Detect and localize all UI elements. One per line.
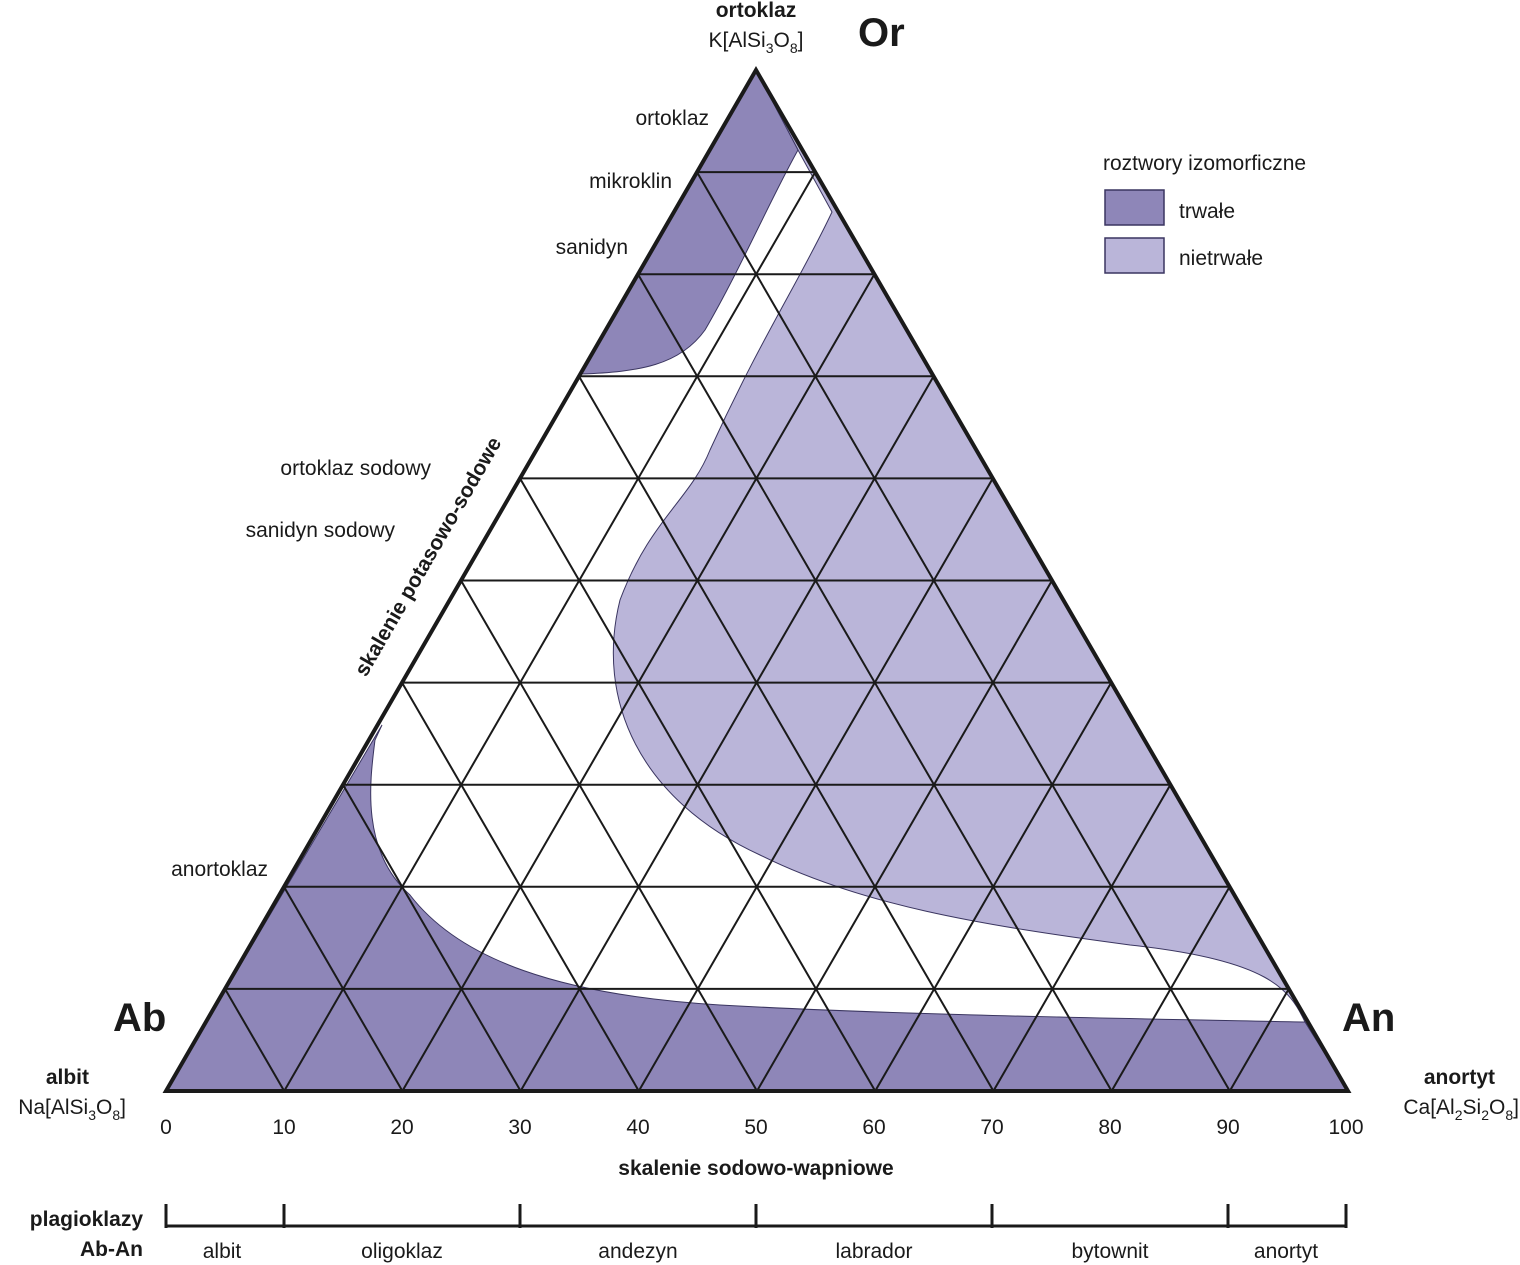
anorthite-corner-name: anortyt [1424, 1066, 1495, 1089]
grid-line-an [874, 682, 1113, 1092]
plagioclase-segment-labrador: labrador [835, 1240, 912, 1263]
tick-label: 70 [980, 1116, 1003, 1139]
composition-grid [224, 171, 1290, 1092]
plagioclase-title: plagioklazy [30, 1208, 144, 1231]
plagioclase-segment-andezyn: andezyn [598, 1240, 677, 1263]
grid-line-ab [401, 682, 640, 1092]
grid-line-an [1110, 886, 1231, 1092]
grid-line-an [283, 171, 817, 1092]
or-corner-label: Or [858, 11, 905, 55]
tick-label: 80 [1098, 1116, 1121, 1139]
label-ortoklaz-sodowy: ortoklaz sodowy [280, 457, 431, 480]
grid-line-ab [578, 375, 995, 1092]
an-corner-label: An [1342, 996, 1395, 1040]
label-mikroklin: mikroklin [589, 170, 672, 193]
tick-label: 40 [626, 1116, 649, 1139]
albite-formula: Na[AlSi3O8] [18, 1096, 126, 1123]
legend-title: roztwory izomorficzne [1103, 152, 1306, 175]
legend: roztwory izomorficzne trwałe nietrwałe [1103, 152, 1306, 274]
stable-solution-field-upper [579, 68, 799, 375]
triangle-outline [162, 66, 1352, 1093]
grid-line-ab [342, 784, 522, 1092]
tick-label: 100 [1328, 1116, 1363, 1139]
grid-line-an [519, 375, 935, 1092]
anorthite-formula: Ca[Al2Si2O8] [1403, 1096, 1519, 1123]
legend-label-stable: trwałe [1179, 200, 1235, 223]
label-ortoklaz: ortoklaz [635, 107, 709, 130]
stable-solution-field [165, 724, 1349, 1092]
legend-label-unstable: nietrwałe [1179, 247, 1263, 270]
grid-line-ab [283, 886, 404, 1092]
plagioclase-segment-oligoklaz: oligoklaz [361, 1240, 443, 1263]
plagioclase-scale-bar [164, 1204, 1348, 1228]
tick-label: 0 [160, 1116, 172, 1139]
composition-axis: 0 10 20 30 40 50 60 70 80 90 100 [160, 1116, 1363, 1139]
label-anortoklaz: anortoklaz [171, 858, 268, 881]
grid-line-ab [696, 171, 1231, 1092]
tick-label: 10 [272, 1116, 295, 1139]
tick-label: 50 [744, 1116, 767, 1139]
plagioclase-segment-albit: albit [203, 1240, 242, 1263]
label-sanidyn-sodowy: sanidyn sodowy [246, 519, 396, 542]
orthoclase-corner-name: ortoklaz [716, 0, 797, 22]
grid-line-an [1228, 988, 1290, 1092]
plagioclase-scale: plagioklazy Ab-An albit oligoklaz andezy… [30, 1204, 1348, 1263]
legend-swatch-stable [1104, 189, 1165, 226]
tick-label: 30 [508, 1116, 531, 1139]
tick-label: 90 [1216, 1116, 1239, 1139]
plagioclase-segment-bytownit: bytownit [1071, 1240, 1148, 1263]
grid-line-an [992, 784, 1172, 1092]
tick-label: 20 [390, 1116, 413, 1139]
ab-corner-label: Ab [113, 996, 166, 1040]
orthoclase-formula: K[AlSi3O8] [709, 29, 804, 56]
tick-label: 60 [862, 1116, 885, 1139]
plagioclase-subtitle: Ab-An [80, 1238, 143, 1261]
plagioclase-segment-anortyt: anortyt [1254, 1240, 1318, 1263]
label-sanidyn: sanidyn [556, 236, 628, 259]
legend-swatch-unstable [1104, 237, 1165, 274]
grid-line-ab [224, 988, 286, 1092]
sodium-calcium-feldspar-label: skalenie sodowo-wapniowe [618, 1157, 893, 1180]
grid-line-ab [460, 579, 758, 1092]
grid-line-an [756, 579, 1053, 1092]
albite-corner-name: albit [46, 1066, 89, 1089]
